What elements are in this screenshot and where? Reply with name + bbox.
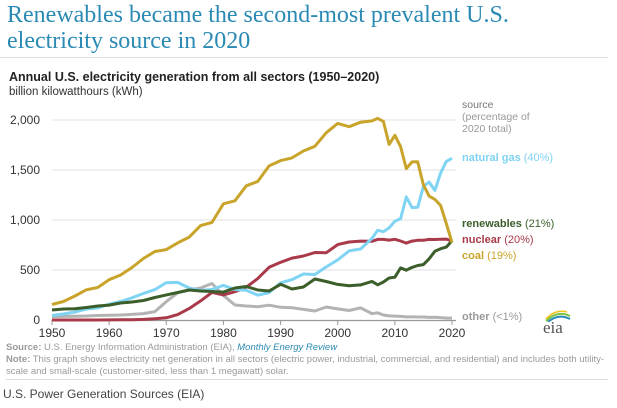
y-tick-label: 1,000 [10, 213, 40, 227]
x-tick-label: 1990 [267, 326, 294, 340]
y-tick-label: 0 [33, 313, 40, 327]
legend-percentage: (<1%) [493, 311, 523, 323]
legend-percentage: (40%) [524, 152, 553, 164]
eia-logo-text: eia [543, 318, 563, 337]
divider-bottom [6, 379, 608, 380]
y-tick-label: 1,500 [10, 163, 40, 177]
legend-title: 2020 total) [462, 123, 512, 135]
legend-entry-renewables: renewables (21%) [462, 218, 554, 230]
x-tick-label: 2020 [439, 326, 466, 340]
y-axis-ticks: 0 500 1,000 1,500 2,000 [10, 113, 40, 327]
series-line-coal [51, 116, 454, 306]
legend-label: natural gas [462, 152, 524, 164]
x-tick-label: 1980 [210, 326, 237, 340]
note-text: This graph shows electricity net generat… [6, 354, 605, 377]
legend-percentage: (20%) [504, 234, 533, 246]
legend-percentage: (19%) [487, 250, 516, 262]
eia-logo: eia [543, 310, 571, 338]
legend-percentage: (21%) [525, 218, 554, 230]
y-tick-label: 500 [20, 263, 40, 277]
legend-entry-nuclear: nuclear (20%) [462, 234, 534, 246]
image-caption: U.S. Power Generation Sources (EIA) [3, 387, 205, 401]
note-label: Note: [6, 354, 31, 365]
series-line-nuclear [52, 237, 453, 322]
y-axis-unit-label: billion kilowatthours (kWh) [9, 86, 143, 98]
legend-label: coal [462, 250, 487, 262]
source-label: Source: [6, 342, 42, 353]
legend-entry-natural-gas: natural gas (40%) [462, 152, 553, 164]
x-tick-label: 1950 [39, 326, 66, 340]
gridlines [52, 119, 456, 271]
series-lines [51, 116, 454, 322]
legend-label: nuclear [462, 234, 504, 246]
eia-logo-arc-icon [545, 310, 571, 322]
headline: Renewables became the second-most preval… [7, 2, 509, 54]
source-note: Source: U.S. Energy Information Administ… [6, 342, 606, 378]
legend-label: other [462, 311, 493, 323]
source-text: U.S. Energy Information Administration (… [44, 342, 235, 353]
series-line-renewables [51, 239, 454, 312]
y-tick-label: 2,000 [10, 113, 40, 127]
legend-title: source [462, 99, 494, 111]
series-line-natural-gas [51, 156, 453, 317]
divider-top [0, 57, 608, 58]
x-tick-label: 1970 [153, 326, 180, 340]
x-tick-label: 1960 [96, 326, 123, 340]
series-line-other [51, 282, 453, 320]
legend-entry-other: other (<1%) [462, 311, 522, 323]
legend-title: (percentage of [462, 111, 530, 123]
monthly-energy-review-link[interactable]: Monthly Energy Review [237, 342, 338, 353]
chart-title: Annual U.S. electricity generation from … [9, 70, 380, 84]
x-axis: 1950 1960 1970 1980 1990 2000 2010 2020 [39, 319, 466, 340]
legend-entry-coal: coal (19%) [462, 250, 516, 262]
x-tick-label: 2000 [324, 326, 351, 340]
x-tick-label: 2010 [382, 326, 409, 340]
legend-label: renewables [462, 218, 525, 230]
